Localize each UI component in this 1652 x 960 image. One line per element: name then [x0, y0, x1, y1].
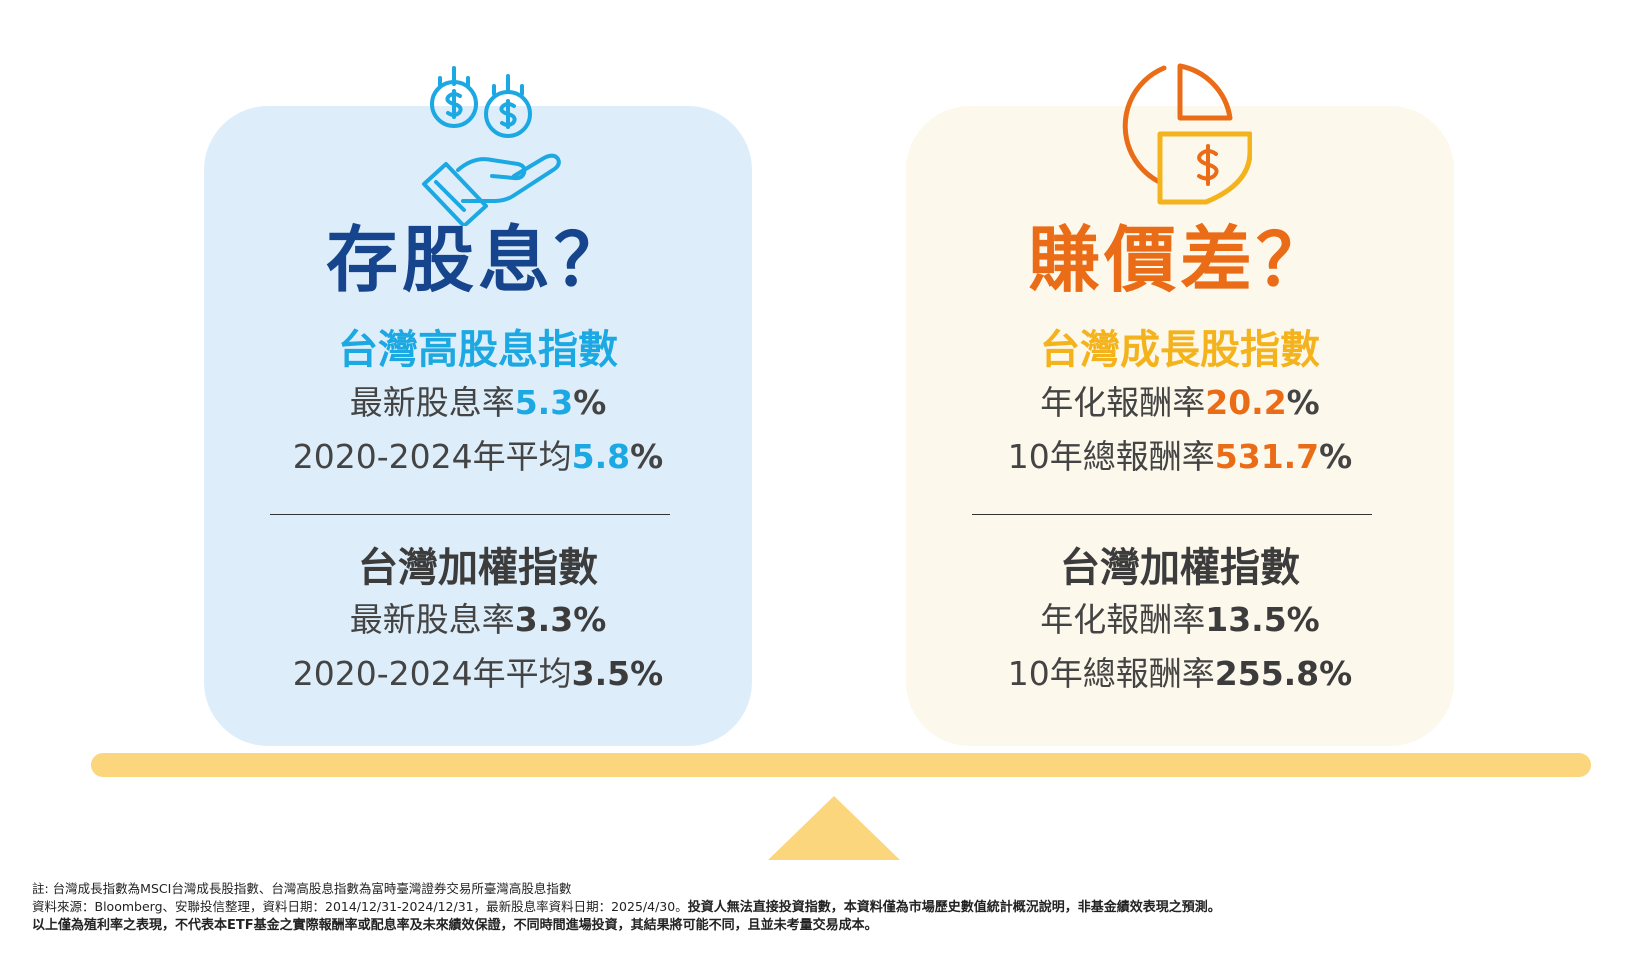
stat-line: 2020-2024年平均5.8%: [204, 440, 752, 473]
card-title: 存股息？: [325, 218, 630, 302]
stat-label: 2020-2024年平均: [292, 654, 572, 693]
card-title: 賺價差？: [1027, 218, 1332, 302]
stat-value: 255.8: [1214, 654, 1320, 693]
stat-line: 2020-2024年平均3.5%: [204, 657, 752, 690]
stat-line: 年化報酬率13.5%: [906, 603, 1454, 636]
stat-value: 3.3: [514, 600, 574, 639]
stat-line: 10年總報酬率531.7%: [906, 440, 1454, 473]
footnotes: 註: 台灣成長指數為MSCI台灣成長股指數、台灣高股息指數為富時臺灣證券交易所臺…: [32, 880, 1632, 935]
stat-label: 最新股息率: [349, 600, 515, 639]
stat-label: 年化報酬率: [1040, 600, 1206, 639]
balance-beam: [91, 753, 1591, 777]
footnote-disclaimer: 以上僅為殖利率之表現，不代表本ETF基金之實際報酬率或配息率及未來績效保證，不同…: [32, 918, 878, 933]
stat-value: 5.8: [571, 437, 631, 476]
stat-label: 最新股息率: [349, 383, 515, 422]
capital-gain-card: 賺價差？ 台灣成長股指數 年化報酬率20.2% 10年總報酬率531.7% 台灣…: [906, 106, 1454, 746]
stat-line: 最新股息率5.3%: [204, 386, 752, 419]
stat-label: 2020-2024年平均: [292, 437, 572, 476]
pie-chart-dollar-icon: [1096, 60, 1253, 210]
benchmark-name: 台灣加權指數: [358, 545, 598, 591]
footnote-source-line: 資料來源：Bloomberg、安聯投信整理，資料日期：2014/12/31-20…: [32, 898, 1632, 917]
stat-unit: %: [573, 383, 607, 422]
stat-label: 10年總報酬率: [1007, 437, 1215, 476]
stat-unit: %: [630, 437, 664, 476]
divider: [270, 514, 670, 515]
stat-label: 年化報酬率: [1040, 383, 1206, 422]
stat-unit: %: [1286, 600, 1320, 639]
index-name: 台灣高股息指數: [338, 327, 618, 373]
stat-value: 3.5: [571, 654, 631, 693]
divider: [972, 514, 1372, 515]
stat-value: 5.3: [514, 383, 574, 422]
stat-line: 10年總報酬率255.8%: [906, 657, 1454, 690]
fulcrum-triangle: [768, 796, 900, 860]
footnote-note: 註: 台灣成長指數為MSCI台灣成長股指數、台灣高股息指數為富時臺灣證券交易所臺…: [32, 881, 572, 896]
stat-unit: %: [1319, 437, 1353, 476]
stat-value: 13.5: [1205, 600, 1287, 639]
stat-value: 531.7: [1214, 437, 1320, 476]
hand-holding-coins-icon: [418, 64, 568, 228]
footnote-source: 資料來源：Bloomberg、安聯投信整理，資料日期：2014/12/31-20…: [32, 899, 688, 914]
stat-unit: %: [1286, 383, 1320, 422]
footnote-disclaimer: 投資人無法直接投資指數，本資料僅為市場歷史數值統計概況說明，非基金績效表現之預測…: [687, 900, 1221, 915]
stat-line: 年化報酬率20.2%: [906, 386, 1454, 419]
stat-value: 20.2: [1205, 383, 1287, 422]
stat-unit: %: [630, 654, 664, 693]
benchmark-name: 台灣加權指數: [1060, 545, 1300, 591]
stat-unit: %: [573, 600, 607, 639]
stat-label: 10年總報酬率: [1007, 654, 1215, 693]
stat-line: 最新股息率3.3%: [204, 603, 752, 636]
index-name: 台灣成長股指數: [1040, 327, 1320, 373]
stat-unit: %: [1319, 654, 1353, 693]
